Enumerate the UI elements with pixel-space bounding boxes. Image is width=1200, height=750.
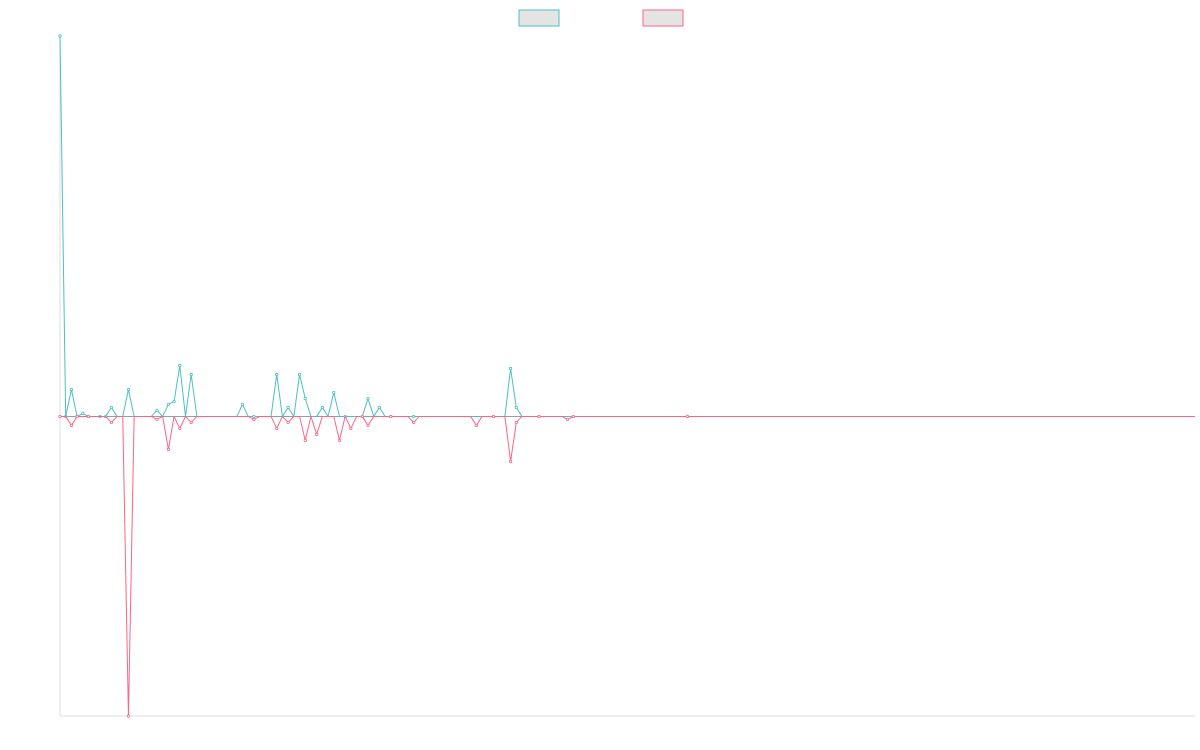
data-point[interactable] [366,423,370,428]
data-point[interactable] [508,459,513,463]
data-point[interactable] [537,414,541,419]
data-point[interactable] [166,447,170,451]
data-point[interactable] [297,372,302,377]
data-point[interactable] [252,414,256,419]
legend [518,9,684,27]
data-point[interactable] [126,714,131,718]
data-point[interactable] [109,405,113,410]
data-point[interactable] [366,396,370,401]
data-point[interactable] [360,414,364,419]
data-point[interactable] [58,414,62,419]
data-point[interactable] [275,426,279,431]
data-point[interactable] [286,420,290,425]
data-point[interactable] [566,417,570,422]
data-point[interactable] [109,420,113,425]
data-point[interactable] [685,414,689,419]
data-point[interactable] [252,417,256,422]
series-line-1 [59,35,1195,417]
data-point[interactable] [189,372,193,377]
data-point[interactable] [571,414,575,419]
data-point[interactable] [474,423,478,428]
data-point[interactable] [412,414,416,419]
series-layer [58,34,1195,718]
axes [59,36,1195,717]
data-point[interactable] [58,34,62,38]
data-point[interactable] [286,405,290,410]
data-point[interactable] [315,432,319,437]
data-point[interactable] [303,438,307,443]
data-point[interactable] [75,414,79,419]
legend-swatch-2[interactable] [642,9,684,27]
data-point[interactable] [172,399,176,404]
data-point[interactable] [69,387,74,392]
data-point[interactable] [86,414,91,419]
data-point[interactable] [349,426,353,431]
data-point[interactable] [155,417,159,422]
data-point[interactable] [491,414,496,419]
data-point[interactable] [189,420,193,425]
data-point[interactable] [389,414,393,419]
data-point[interactable] [275,372,279,377]
data-point[interactable] [508,366,513,371]
data-point[interactable] [332,390,336,395]
series-points-1 [58,34,689,419]
data-point[interactable] [240,402,245,407]
data-point[interactable] [166,402,170,407]
data-point[interactable] [412,420,416,425]
series-line-2 [60,415,1195,717]
data-point[interactable] [178,363,182,368]
data-point[interactable] [514,420,518,425]
legend-swatch-1[interactable] [518,9,560,27]
series-points-2 [58,414,689,718]
data-point[interactable] [320,405,324,410]
data-point[interactable] [155,408,159,413]
data-point[interactable] [126,387,131,392]
data-point[interactable] [81,411,85,416]
data-point[interactable] [337,438,342,443]
data-point[interactable] [69,423,74,428]
data-point[interactable] [377,405,381,410]
data-point[interactable] [303,396,307,401]
data-point[interactable] [178,426,182,431]
data-point[interactable] [514,405,518,410]
